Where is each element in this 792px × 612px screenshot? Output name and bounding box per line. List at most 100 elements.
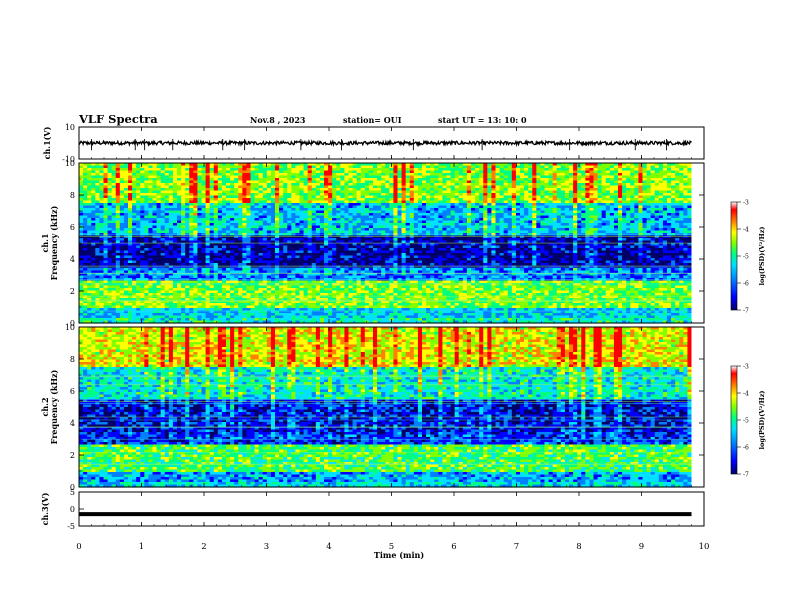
- spectrogram-cell: [213, 183, 219, 187]
- spectrogram-cell: [238, 175, 243, 179]
- spectrogram-cell: [434, 205, 439, 209]
- spectrogram-cell: [654, 205, 660, 209]
- spectrogram-cell: [577, 193, 582, 197]
- spectrogram-cell: [511, 183, 517, 187]
- spectrogram-cell: [197, 213, 203, 217]
- spectrogram-cell: [601, 193, 607, 197]
- spectrogram-cell: [654, 190, 660, 194]
- spectrogram-cell: [662, 213, 668, 217]
- spectrogram-cell: [483, 185, 488, 189]
- spectrogram-cell: [438, 170, 444, 174]
- spectrogram-cell: [381, 180, 386, 184]
- spectrogram-cell: [91, 185, 96, 189]
- spectrogram-cell: [291, 190, 297, 194]
- spectrogram-cell: [466, 170, 472, 174]
- spectrogram-cell: [511, 203, 517, 207]
- spectrogram-cell: [287, 178, 292, 182]
- spectrogram-cell: [618, 198, 623, 202]
- spectrogram-cell: [95, 175, 101, 179]
- spectrogram-cell: [356, 198, 362, 202]
- spectrogram-cell: [168, 178, 174, 182]
- spectrogram-cell: [148, 170, 154, 174]
- spectrogram-cell: [132, 195, 137, 199]
- spectrogram-cell: [385, 183, 390, 187]
- spectrogram-cell: [422, 213, 427, 217]
- spectrogram-cell: [128, 183, 133, 187]
- spectrogram-cell: [466, 185, 472, 189]
- spectrogram-cell: [87, 198, 92, 202]
- spectrogram-cell: [156, 190, 162, 194]
- spectrogram-cell: [560, 180, 566, 184]
- spectrogram-cell: [577, 178, 582, 182]
- spectrogram-cell: [373, 178, 378, 182]
- spectrogram-cell: [99, 163, 105, 167]
- spectrogram-cell: [373, 203, 378, 207]
- spectrogram-cell: [287, 215, 292, 219]
- spectrogram-cell: [242, 163, 248, 167]
- spectrogram-cell: [315, 205, 321, 209]
- spectrogram-cell: [487, 178, 493, 182]
- spectrogram-cell: [687, 163, 693, 167]
- spectrogram-cell: [340, 193, 346, 197]
- spectrogram-cell: [503, 210, 509, 214]
- spectrogram-cell: [397, 195, 403, 199]
- spectrogram-cell: [201, 215, 207, 219]
- spectrogram-cell: [193, 188, 199, 192]
- spectrogram-cell: [250, 208, 256, 212]
- spectrogram-cell: [454, 193, 460, 197]
- spectrogram-cell: [119, 208, 125, 212]
- spectrogram-cell: [658, 205, 664, 209]
- spectrogram-cell: [573, 213, 578, 217]
- spectrogram-cell: [87, 208, 92, 212]
- spectrogram-cell: [581, 193, 586, 197]
- spectrogram-cell: [401, 163, 407, 167]
- spectrogram-cell: [597, 170, 603, 174]
- spectrogram-cell: [503, 190, 509, 194]
- spectrogram-cell: [483, 180, 488, 184]
- spectrogram-cell: [569, 175, 574, 179]
- spectrogram-cell: [426, 203, 431, 207]
- spectrogram-cell: [577, 163, 582, 167]
- spectrogram-cell: [466, 183, 472, 187]
- spectrogram-cell: [626, 190, 631, 194]
- spectrogram-cell: [544, 200, 550, 204]
- spectrogram-cell: [352, 203, 358, 207]
- spectrogram-cell: [450, 193, 456, 197]
- spectrogram-cell: [442, 180, 448, 184]
- spectrogram-cell: [250, 165, 256, 169]
- spectrogram-cell: [156, 165, 162, 169]
- spectrogram-cell: [246, 173, 252, 177]
- spectrogram-cell: [356, 210, 362, 214]
- spectrogram-cell: [397, 178, 403, 182]
- spectrogram-cell: [393, 205, 399, 209]
- spectrogram-cell: [368, 208, 374, 212]
- spectrogram-cell: [266, 195, 272, 199]
- spectrogram-cell: [156, 200, 162, 204]
- spectrogram-cell: [242, 203, 248, 207]
- spectrogram-cell: [454, 203, 460, 207]
- spectrogram-cell: [405, 178, 411, 182]
- spectrogram-cell: [140, 208, 145, 212]
- spectrogram-cell: [254, 165, 260, 169]
- spectrogram-cell: [279, 188, 284, 192]
- spectrogram-cell: [168, 180, 174, 184]
- spectrogram-cell: [520, 173, 525, 177]
- spectrogram-cell: [646, 198, 652, 202]
- spectrogram-cell: [601, 198, 607, 202]
- spectrogram-cell: [177, 190, 182, 194]
- spectrogram-cell: [466, 190, 472, 194]
- spectrogram-cell: [177, 168, 182, 172]
- spectrogram-cell: [270, 180, 276, 184]
- spectrogram-cell: [630, 198, 635, 202]
- spectrogram-cell: [544, 175, 550, 179]
- spectrogram-cell: [181, 180, 186, 184]
- spectrogram-cell: [671, 170, 676, 174]
- spectrogram-cell: [103, 178, 109, 182]
- spectrogram-cell: [560, 163, 566, 167]
- spectrogram-cell: [687, 200, 693, 204]
- spectrogram-cell: [152, 178, 158, 182]
- spectrogram-cell: [618, 208, 623, 212]
- spectrogram-cell: [577, 208, 582, 212]
- spectrogram-cell: [234, 198, 239, 202]
- spectrogram-cell: [185, 208, 190, 212]
